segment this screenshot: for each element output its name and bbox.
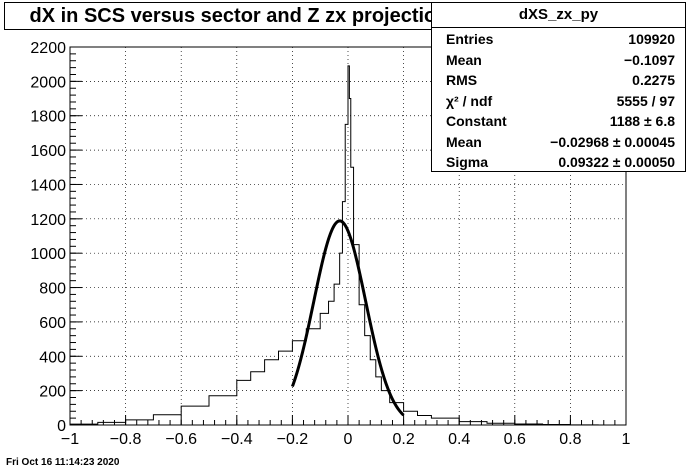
histogram-line — [70, 65, 626, 426]
stats-label: Constant — [446, 113, 507, 129]
stats-label: RMS — [446, 72, 478, 88]
x-tick-label: −0.2 — [277, 431, 309, 448]
grid — [70, 47, 626, 425]
x-tick-label: −0.8 — [110, 431, 142, 448]
stats-value: 1188 ± 6.8 — [609, 113, 675, 129]
x-tick-label: 0.2 — [392, 431, 414, 448]
stats-label: Entries — [446, 31, 494, 47]
y-axis: 0 200 400 600 800 1000 1200 1400 1600 1800 2000 220… — [30, 40, 82, 435]
x-tick-label: 0.6 — [504, 431, 526, 448]
y-tick-label: 2200 — [30, 40, 66, 57]
stats-row: Constant 1188 ± 6.8 — [432, 111, 685, 131]
stats-label: χ² / ndf — [446, 92, 493, 109]
stats-box: dXS_zx_py Entries 109920 Mean −0.1097 RMS 0.2… — [431, 2, 686, 172]
x-tick-label: 0.8 — [559, 431, 581, 448]
gaussian-fit-curve — [290, 219, 405, 417]
y-tick-label: 1400 — [30, 177, 66, 194]
x-tick-label: −0.6 — [165, 431, 197, 448]
x-tick-label: 0.4 — [448, 431, 470, 448]
stats-value: 5555 / 97 — [616, 92, 675, 109]
stats-label: Mean — [446, 51, 482, 68]
stats-row: Entries 109920 — [432, 29, 685, 49]
chart-title: dX in SCS versus sector and Z zx project… — [4, 2, 474, 30]
x-axis: −1 −0.8 −0.6 −0.4 −0.2 0 0.2 0.4 0.6 0.8 1 — [61, 415, 631, 448]
x-tick-label: 1 — [622, 431, 631, 448]
stats-box-name: dXS_zx_py — [432, 3, 685, 28]
y-tick-label: 0 — [57, 418, 66, 435]
stats-label: Sigma — [446, 154, 489, 170]
y-tick-label: 600 — [39, 315, 66, 332]
stats-row: Mean −0.02968 ± 0.00045 — [432, 132, 685, 152]
stats-row: Sigma 0.09322 ± 0.00050 — [432, 152, 685, 172]
y-tick-label: 2000 — [30, 74, 66, 91]
stats-value: 109920 — [628, 31, 675, 47]
stats-value: 0.09322 ± 0.00050 — [558, 154, 675, 170]
stats-label: Mean — [446, 133, 482, 150]
y-tick-label: 800 — [39, 281, 66, 298]
y-tick-label: 200 — [39, 384, 66, 401]
y-tick-label: 400 — [39, 349, 66, 366]
x-tick-label: −0.4 — [221, 431, 253, 448]
y-tick-label: 1000 — [30, 246, 66, 263]
timestamp: Fri Oct 16 11:14:23 2020 — [6, 457, 120, 468]
y-tick-label: 1200 — [30, 212, 66, 229]
stats-row: χ² / ndf 5555 / 97 — [432, 91, 685, 111]
stats-row: Mean −0.1097 — [432, 50, 685, 70]
stats-row: RMS 0.2275 — [432, 70, 685, 90]
stats-value: −0.1097 — [624, 51, 675, 68]
y-tick-label: 1600 — [30, 143, 66, 160]
y-tick-label: 1800 — [30, 109, 66, 126]
x-tick-label: 0 — [344, 431, 353, 448]
stats-value: −0.02968 ± 0.00045 — [550, 133, 675, 150]
x-tick-label: −1 — [61, 431, 79, 448]
stats-value: 0.2275 — [632, 72, 675, 88]
